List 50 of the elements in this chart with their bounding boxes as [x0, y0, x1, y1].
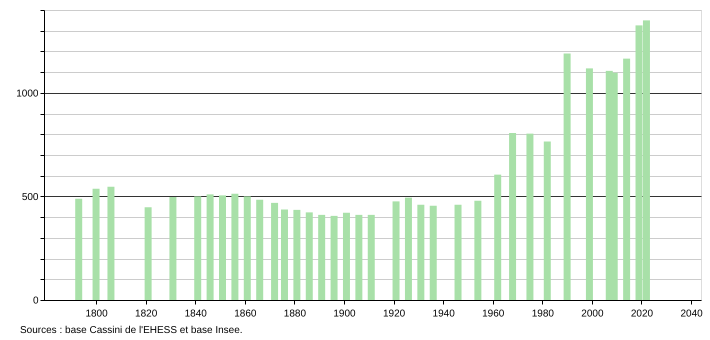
- bar: [144, 207, 152, 300]
- x-tick-label: 2040: [680, 308, 704, 320]
- bar: [417, 204, 424, 300]
- bar: [206, 194, 214, 300]
- bar: [623, 58, 630, 300]
- x-tick-label: 2000: [581, 308, 604, 320]
- bar: [368, 214, 375, 300]
- bar: [231, 194, 238, 300]
- x-tick-label: 2020: [630, 308, 654, 320]
- bar: [75, 198, 82, 300]
- bar: [544, 142, 551, 300]
- bar: [526, 134, 534, 300]
- bar: [107, 186, 114, 300]
- bar: [194, 196, 202, 300]
- bar: [280, 209, 288, 300]
- x-tick-label: 1900: [333, 308, 356, 320]
- y-tick-label: 500: [22, 192, 39, 203]
- x-tick-label: 1860: [234, 308, 257, 320]
- bar: [342, 212, 350, 300]
- bar: [474, 200, 482, 300]
- x-tick-label: 1840: [184, 308, 208, 320]
- bar: [244, 196, 251, 300]
- x-tick-label: 1960: [482, 308, 505, 320]
- bar: [271, 202, 278, 300]
- y-tick-label: 0: [32, 296, 39, 306]
- bar: [318, 214, 326, 300]
- x-tick-label: 1940: [432, 308, 456, 320]
- source-note: Sources : base Cassini de l'EHESS et base Insee.: [20, 325, 243, 336]
- x-tick-label: 1920: [382, 308, 406, 320]
- x-tick-label: 1980: [532, 308, 554, 320]
- bar: [169, 197, 176, 300]
- bar: [404, 198, 412, 300]
- bar: [586, 68, 593, 300]
- bar: [330, 216, 338, 300]
- x-tick-label: 1800: [85, 308, 108, 320]
- x-tick-label: 1880: [284, 308, 306, 320]
- bar: [355, 214, 362, 300]
- bar: [494, 174, 502, 300]
- bar: [256, 200, 264, 300]
- bar: [293, 210, 300, 300]
- bar: [392, 201, 400, 300]
- bar: [306, 212, 313, 300]
- bar: [430, 206, 437, 300]
- bar: [509, 133, 516, 300]
- bar: [219, 195, 226, 300]
- bar: [564, 54, 571, 300]
- x-tick-label: 1820: [135, 308, 158, 320]
- bar: [92, 188, 100, 300]
- y-tick-label: 1000: [16, 88, 39, 100]
- bar: [454, 204, 462, 300]
